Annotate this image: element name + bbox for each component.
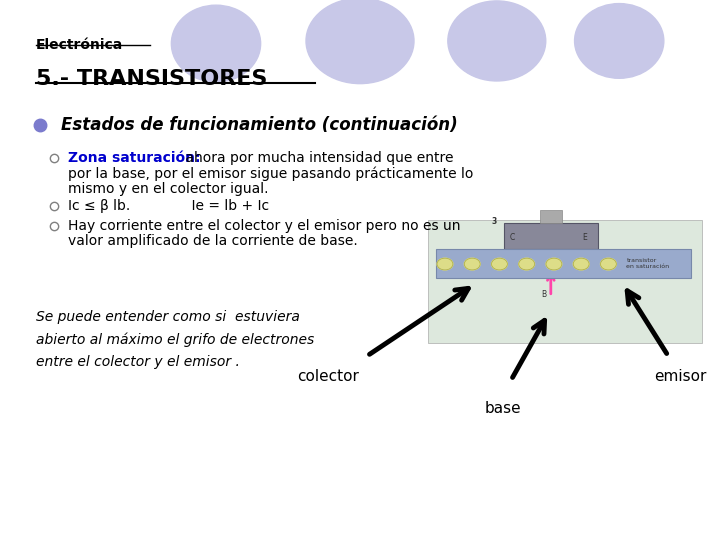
Text: colector: colector (297, 369, 359, 384)
FancyBboxPatch shape (436, 249, 691, 279)
Text: E: E (582, 233, 587, 242)
Text: Ic ≤ β lb.              Ie = lb + Ic: Ic ≤ β lb. Ie = lb + Ic (68, 199, 269, 213)
Text: ahora por mucha intensidad que entre: ahora por mucha intensidad que entre (181, 151, 454, 165)
Text: 3: 3 (492, 217, 497, 226)
Text: emisor: emisor (654, 369, 706, 384)
Circle shape (519, 258, 534, 270)
Text: por la base, por el emisor sigue pasando prácticamente lo: por la base, por el emisor sigue pasando… (68, 166, 474, 181)
Text: Estados de funcionamiento (continuación): Estados de funcionamiento (continuación) (61, 116, 458, 134)
Text: Electrónica: Electrónica (36, 38, 123, 52)
Ellipse shape (448, 1, 546, 81)
Text: mismo y en el colector igual.: mismo y en el colector igual. (68, 182, 269, 196)
Text: 5.- TRANSISTORES: 5.- TRANSISTORES (36, 69, 267, 89)
FancyBboxPatch shape (428, 220, 702, 342)
Circle shape (492, 258, 508, 270)
Circle shape (464, 258, 480, 270)
Circle shape (437, 258, 453, 270)
Text: Se puede entender como si  estuviera
abierto al máximo el grifo de electrones
en: Se puede entender como si estuviera abie… (36, 310, 314, 369)
Ellipse shape (306, 0, 414, 84)
FancyBboxPatch shape (540, 210, 562, 224)
Text: C: C (510, 233, 515, 242)
Text: transistor
en saturación: transistor en saturación (626, 258, 670, 269)
Circle shape (573, 258, 589, 270)
Text: valor amplificado de la corriente de base.: valor amplificado de la corriente de bas… (68, 234, 358, 248)
Text: Zona saturación:: Zona saturación: (68, 151, 201, 165)
FancyBboxPatch shape (504, 224, 598, 249)
Circle shape (546, 258, 562, 270)
Text: B: B (541, 290, 546, 299)
Ellipse shape (171, 5, 261, 82)
Text: base: base (485, 401, 521, 416)
Circle shape (600, 258, 616, 270)
Text: Hay corriente entre el colector y el emisor pero no es un: Hay corriente entre el colector y el emi… (68, 219, 461, 233)
Ellipse shape (575, 4, 664, 78)
